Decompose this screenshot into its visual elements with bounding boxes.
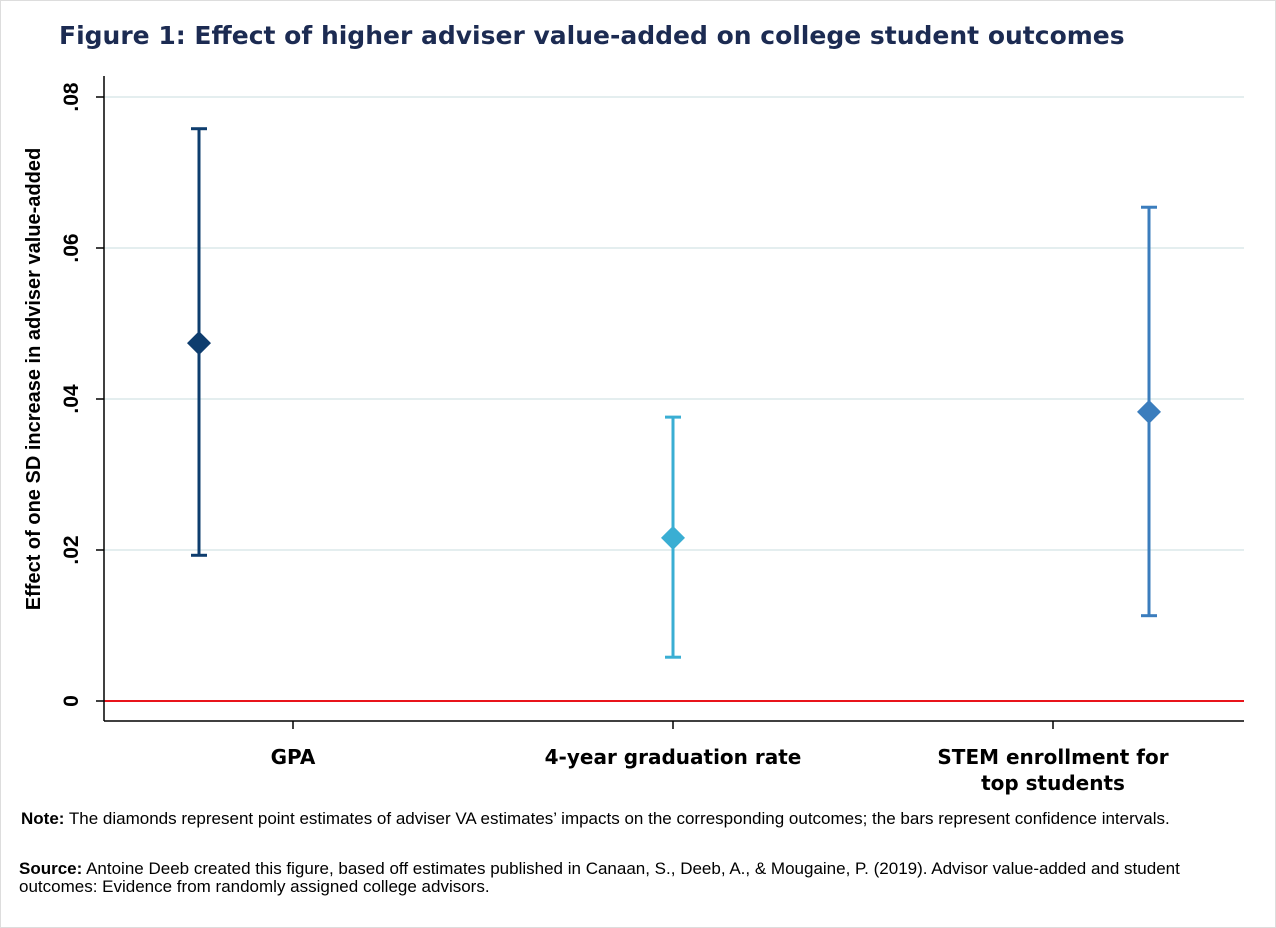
x-tick-label: GPA	[271, 745, 316, 769]
y-tick-label: .04	[60, 384, 83, 414]
x-tick-label: top students	[981, 771, 1125, 795]
y-tick-label: .02	[60, 535, 83, 564]
point-estimate-diamond	[187, 331, 211, 356]
source-text: Antoine Deeb created this figure, based …	[19, 859, 1180, 896]
chart: Figure 1: Effect of higher adviser value…	[23, 21, 1244, 795]
x-tick-label: 4-year graduation rate	[545, 745, 802, 769]
note-label: Note:	[21, 809, 65, 828]
y-tick-label: .08	[60, 82, 83, 112]
y-axis-label: Effect of one SD increase in adviser val…	[23, 148, 45, 610]
y-tick-label: 0	[60, 695, 83, 707]
source: Source: Antoine Deeb created this figure…	[19, 860, 1259, 896]
note-text: The diamonds represent point estimates o…	[64, 809, 1170, 828]
chart-title: Figure 1: Effect of higher adviser value…	[59, 21, 1125, 50]
note: Note: The diamonds represent point estim…	[21, 810, 1261, 828]
point-estimate-diamond	[661, 525, 685, 550]
x-tick-label: STEM enrollment for	[937, 745, 1168, 769]
source-label: Source:	[19, 859, 83, 878]
y-tick-label: .06	[60, 233, 83, 262]
point-estimate-diamond	[1137, 399, 1161, 424]
